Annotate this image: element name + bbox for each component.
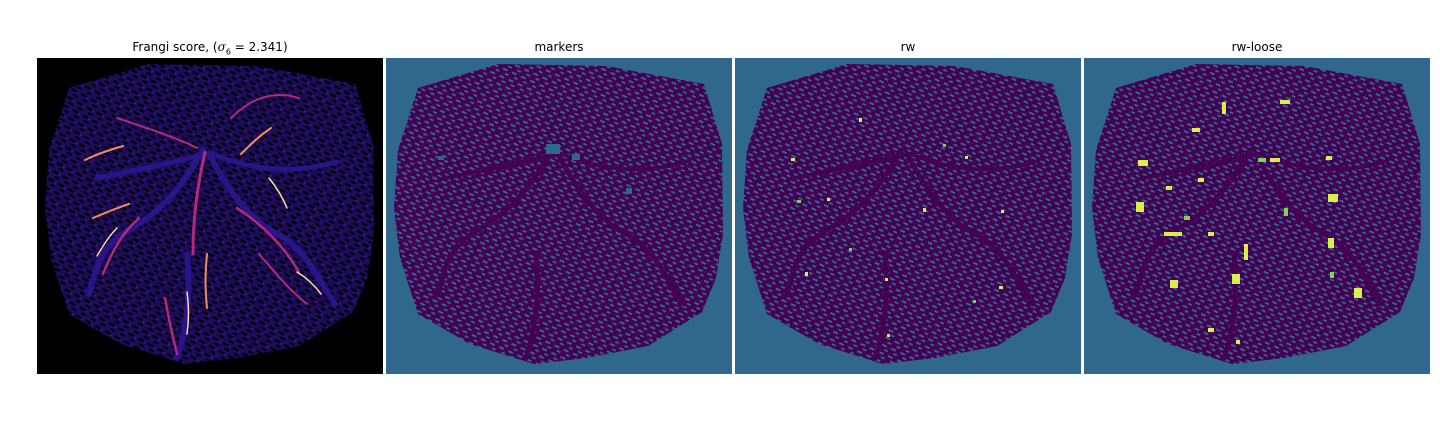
panel-title-frangi: Frangi score, (σ6 = 2.341) [132, 40, 288, 57]
panel-frangi-score: Frangi score, (σ6 = 2.341) [37, 40, 383, 374]
panel-title-rw: rw [900, 40, 916, 54]
panel-title-rw-loose: rw-loose [1231, 40, 1283, 54]
rw-loose-image [1084, 58, 1430, 374]
panel-rw-loose: rw-loose [1084, 40, 1430, 374]
markers-image [386, 58, 732, 374]
panel-markers: markers [386, 40, 732, 374]
rw-image [735, 58, 1081, 374]
frangi-score-image [37, 58, 383, 374]
panel-title-markers: markers [534, 40, 584, 54]
panel-rw: rw [735, 40, 1081, 374]
